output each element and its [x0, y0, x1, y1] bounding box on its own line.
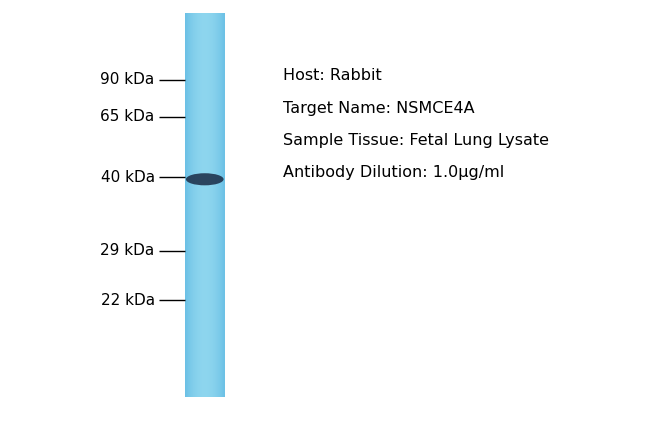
Text: Host: Rabbit: Host: Rabbit: [283, 68, 382, 83]
Bar: [204, 13, 205, 397]
Bar: [223, 13, 224, 397]
Bar: [193, 13, 194, 397]
Bar: [212, 13, 213, 397]
Bar: [196, 13, 197, 397]
Bar: [198, 13, 199, 397]
Bar: [218, 13, 220, 397]
Bar: [203, 13, 204, 397]
Bar: [213, 13, 214, 397]
Bar: [205, 13, 206, 397]
Bar: [198, 13, 199, 397]
Text: Target Name: NSMCE4A: Target Name: NSMCE4A: [283, 101, 474, 115]
Bar: [209, 13, 211, 397]
Bar: [208, 13, 209, 397]
Bar: [219, 13, 220, 397]
Bar: [210, 13, 211, 397]
Bar: [223, 13, 224, 397]
Bar: [207, 13, 209, 397]
Bar: [200, 13, 202, 397]
Bar: [194, 13, 195, 397]
Bar: [190, 13, 192, 397]
Bar: [194, 13, 196, 397]
Bar: [220, 13, 221, 397]
Bar: [202, 13, 203, 397]
Bar: [219, 13, 220, 397]
Bar: [220, 13, 222, 397]
Bar: [188, 13, 189, 397]
Bar: [196, 13, 198, 397]
Bar: [190, 13, 191, 397]
Bar: [191, 13, 192, 397]
Bar: [198, 13, 200, 397]
Bar: [211, 13, 212, 397]
Bar: [187, 13, 188, 397]
Bar: [217, 13, 218, 397]
Bar: [188, 13, 190, 397]
Bar: [218, 13, 219, 397]
Bar: [192, 13, 193, 397]
Bar: [186, 13, 187, 397]
Bar: [214, 13, 215, 397]
Bar: [222, 13, 223, 397]
Bar: [204, 13, 205, 397]
Bar: [200, 13, 201, 397]
Bar: [213, 13, 214, 397]
Bar: [214, 13, 216, 397]
Bar: [195, 13, 196, 397]
Text: 90 kDa: 90 kDa: [101, 73, 155, 87]
Bar: [208, 13, 209, 397]
Bar: [212, 13, 213, 397]
Bar: [199, 13, 200, 397]
Bar: [210, 13, 211, 397]
Text: 22 kDa: 22 kDa: [101, 293, 155, 308]
Bar: [192, 13, 194, 397]
Bar: [187, 13, 188, 397]
Bar: [206, 13, 207, 397]
Bar: [194, 13, 195, 397]
Bar: [203, 13, 204, 397]
Bar: [197, 13, 198, 397]
Bar: [209, 13, 210, 397]
Bar: [203, 13, 205, 397]
Bar: [186, 13, 187, 397]
Bar: [217, 13, 218, 397]
Bar: [211, 13, 212, 397]
Bar: [215, 13, 216, 397]
Bar: [190, 13, 191, 397]
Bar: [211, 13, 213, 397]
Bar: [185, 13, 187, 397]
Bar: [222, 13, 224, 397]
Bar: [214, 13, 215, 397]
Bar: [207, 13, 208, 397]
Bar: [221, 13, 222, 397]
Bar: [224, 13, 225, 397]
Bar: [216, 13, 218, 397]
Text: Antibody Dilution: 1.0μg/ml: Antibody Dilution: 1.0μg/ml: [283, 165, 504, 180]
Bar: [192, 13, 193, 397]
Bar: [201, 13, 202, 397]
Bar: [221, 13, 222, 397]
Ellipse shape: [186, 173, 224, 185]
Bar: [200, 13, 201, 397]
Bar: [209, 13, 210, 397]
Text: Sample Tissue: Fetal Lung Lysate: Sample Tissue: Fetal Lung Lysate: [283, 133, 549, 148]
Bar: [202, 13, 203, 397]
Bar: [205, 13, 207, 397]
Bar: [189, 13, 190, 397]
Bar: [205, 13, 206, 397]
Bar: [213, 13, 215, 397]
Text: 29 kDa: 29 kDa: [101, 243, 155, 258]
Bar: [215, 13, 216, 397]
Bar: [196, 13, 197, 397]
Text: 65 kDa: 65 kDa: [101, 109, 155, 124]
Bar: [188, 13, 189, 397]
Bar: [202, 13, 203, 397]
Text: 40 kDa: 40 kDa: [101, 170, 155, 184]
Bar: [206, 13, 207, 397]
Bar: [207, 13, 208, 397]
Bar: [216, 13, 217, 397]
